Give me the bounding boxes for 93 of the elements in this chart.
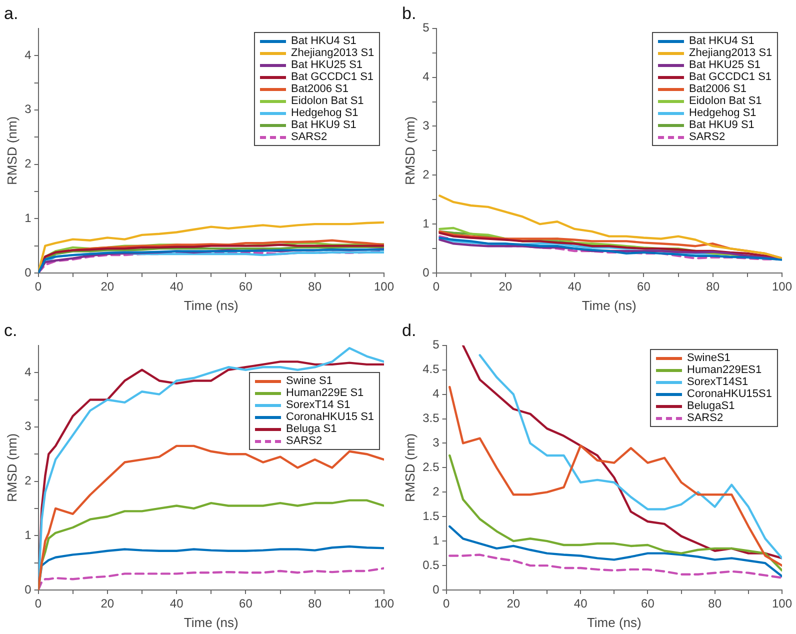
x-axis-title: Time (ns) (586, 614, 642, 630)
x-tick-label: 80 (308, 280, 322, 294)
legend-label: SARS2 (291, 131, 328, 144)
legend-label: Hedgehog S1 (689, 107, 756, 120)
y-axis-title: RMSD (nm) (402, 433, 418, 502)
legend-label: Human229ES1 (687, 364, 762, 376)
x-tick-label: 100 (374, 596, 394, 611)
x-tick-label: 20 (100, 596, 114, 611)
y-tick-label: 2 (422, 167, 430, 182)
y-tick-label: 4 (432, 386, 440, 401)
legend-label: Bat HKU9 S1 (689, 119, 754, 132)
legend-label: BelugaS1 (687, 400, 735, 412)
y-tick-label: 3 (422, 118, 430, 133)
legend-label: Beluga S1 (286, 423, 337, 436)
x-tick-label: 100 (374, 280, 394, 294)
y-tick-label: 3 (24, 419, 32, 434)
x-tick-label: 20 (506, 596, 520, 611)
x-tick-label: 0 (34, 596, 42, 611)
legend-label: CoronaHKU15 S1 (286, 411, 374, 424)
x-tick-label: 80 (706, 280, 720, 294)
y-tick-label: 2 (432, 484, 440, 498)
legend-label: SARS2 (286, 435, 322, 448)
y-tick-label: 3 (24, 102, 32, 116)
chart-title: d. (402, 320, 416, 340)
y-tick-label: 1.5 (422, 508, 440, 523)
x-axis-title: Time (ns) (184, 298, 238, 313)
x-tick-label: 40 (170, 596, 184, 611)
x-axis-title: Time (ns) (184, 614, 238, 630)
legend-label: Bat HKU25 S1 (689, 59, 761, 72)
y-tick-label: 1 (24, 210, 32, 225)
legend-label: Zhejiang2013 S1 (291, 47, 374, 60)
legend-label: Bat HKU4 S1 (291, 35, 356, 48)
y-tick-label: 1 (432, 533, 440, 548)
legend-label: Bat GCCDC1 S1 (291, 71, 374, 84)
chart-title: c. (4, 320, 18, 340)
x-tick-label: 40 (574, 596, 588, 611)
x-tick-label: 100 (772, 596, 792, 611)
chart-title: b. (402, 4, 416, 23)
y-tick-label: 5 (432, 338, 440, 352)
y-tick-label: 2.5 (422, 460, 440, 474)
legend-label: SorexT14 S1 (286, 399, 350, 412)
legend-label: SARS2 (687, 412, 724, 424)
legend-label: SorexT14S1 (687, 376, 748, 388)
y-tick-label: 3 (432, 436, 440, 450)
x-tick-label: 100 (772, 280, 792, 294)
y-tick-label: 5 (422, 20, 430, 35)
line-series (448, 554, 782, 579)
y-tick-label: 0 (422, 265, 430, 280)
x-tick-label: 60 (239, 596, 253, 611)
y-tick-label: 0 (24, 582, 32, 596)
legend-label: Bat HKU4 S1 (689, 35, 754, 48)
y-axis-title: RMSD (nm) (4, 116, 20, 186)
legend-label: Bat HKU9 S1 (291, 119, 356, 132)
legend-label: Bat GCCDC1 S1 (689, 71, 772, 84)
x-axis-title: Time (ns) (582, 298, 636, 313)
y-tick-label: 4 (24, 364, 32, 379)
y-tick-label: 4.5 (422, 362, 440, 376)
legend-label: Bat2006 S1 (689, 83, 746, 96)
y-tick-label: 0.5 (422, 558, 440, 572)
legend-label: SwineS1 (687, 352, 730, 364)
x-tick-label: 80 (708, 596, 722, 611)
y-tick-label: 4 (24, 48, 32, 62)
y-tick-label: 4 (422, 70, 430, 84)
x-tick-label: 20 (100, 280, 114, 294)
x-tick-label: 20 (498, 280, 512, 294)
chart-title: a. (4, 4, 18, 23)
x-tick-label: 0 (34, 280, 42, 294)
y-axis-title: RMSD (nm) (4, 433, 20, 502)
x-tick-label: 0 (442, 596, 450, 611)
y-tick-label: 3.5 (422, 411, 440, 426)
x-tick-label: 60 (641, 596, 655, 611)
legend-label: Human229E S1 (286, 387, 364, 400)
x-tick-label: 60 (239, 280, 253, 294)
legend-label: Swine S1 (286, 375, 332, 388)
legend-label: Bat HKU25 S1 (291, 59, 363, 72)
x-tick-label: 80 (308, 596, 322, 611)
y-tick-label: 2 (24, 474, 32, 488)
legend-label: Zhejiang2013 S1 (689, 47, 772, 60)
y-tick-label: 1 (422, 216, 430, 230)
legend-label: Hedgehog S1 (291, 107, 358, 120)
x-tick-label: 40 (170, 280, 184, 294)
y-tick-label: 1 (24, 528, 32, 542)
legend-label: CoronaHKU15S1 (687, 388, 772, 400)
legend-label: Bat2006 S1 (291, 83, 348, 96)
y-tick-label: 0 (432, 582, 440, 596)
y-axis-title: RMSD (nm) (402, 116, 418, 186)
legend-label: Eidolon Bat S1 (291, 95, 364, 108)
legend-label: Eidolon Bat S1 (689, 95, 762, 108)
y-tick-label: 0 (24, 265, 32, 280)
y-tick-label: 2 (24, 156, 32, 171)
x-tick-label: 40 (568, 280, 582, 294)
x-tick-label: 60 (637, 280, 651, 294)
legend-label: SARS2 (689, 131, 726, 144)
